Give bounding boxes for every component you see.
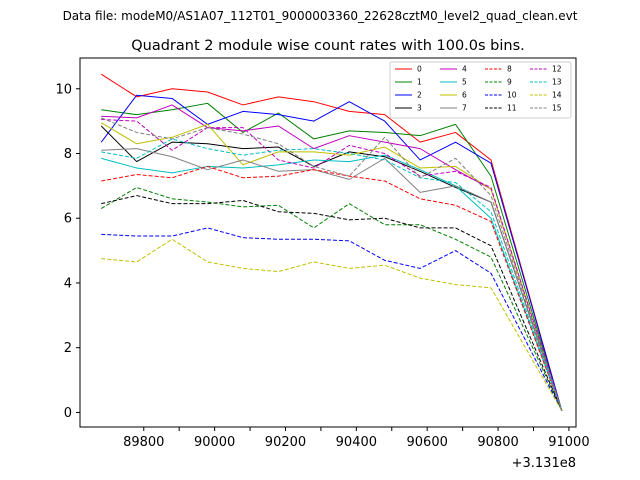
series-line-1	[101, 102, 563, 411]
y-tick-label: 10	[55, 82, 72, 97]
series-line-3	[100, 125, 563, 411]
plot-frame	[79, 57, 577, 428]
legend-label-15: 15	[552, 104, 562, 113]
series-line-6	[101, 122, 563, 411]
y-tick-label: 2	[64, 341, 72, 356]
series-line-13	[101, 138, 563, 411]
x-tick-label: 90600	[407, 435, 448, 450]
x-tick-label: 91000	[548, 435, 589, 450]
chart-title: Quadrant 2 module wise count rates with …	[131, 38, 525, 54]
series-line-0	[100, 73, 563, 411]
legend-label-12: 12	[552, 65, 562, 74]
legend-label-4: 4	[462, 65, 467, 74]
legend-label-2: 2	[417, 91, 422, 100]
legend-label-10: 10	[507, 91, 517, 100]
legend-label-1: 1	[417, 78, 422, 87]
legend-label-6: 6	[462, 91, 467, 100]
legend-label-8: 8	[507, 65, 512, 74]
plot-area: 89800 90000 90200 90400 90600 90800 91000 0 2 4 6 8…	[55, 57, 590, 450]
x-tick-label: 90200	[265, 435, 306, 450]
x-tick-label: 90400	[336, 435, 377, 450]
legend-label-3: 3	[417, 104, 422, 113]
series-line-2	[100, 94, 563, 411]
x-axis-offset-label: +3.131e8	[512, 456, 576, 471]
series-line-9	[101, 186, 563, 412]
y-tick-label: 8	[64, 147, 72, 162]
series-line-11	[101, 195, 563, 412]
series-line-12	[101, 119, 563, 411]
y-tick-label: 0	[64, 406, 72, 421]
legend-label-0: 0	[417, 65, 422, 74]
figure-suptitle: Data file: modeM0/AS1A07_112T01_90000033…	[63, 9, 578, 23]
y-tick-label: 4	[64, 276, 72, 291]
legend-label-7: 7	[462, 104, 467, 113]
legend-label-5: 5	[462, 78, 467, 87]
series-line-8	[101, 165, 563, 411]
x-tick-label: 89800	[123, 435, 164, 450]
series-line-10	[101, 227, 563, 412]
legend-box	[389, 61, 572, 119]
series-line-14	[101, 238, 563, 412]
x-tick-label: 90000	[194, 435, 235, 450]
series-line-4	[101, 104, 563, 411]
legend-label-14: 14	[552, 91, 562, 100]
legend-label-13: 13	[552, 78, 562, 87]
legend-label-9: 9	[507, 78, 512, 87]
legend-label-11: 11	[507, 104, 517, 113]
y-tick-label: 6	[64, 212, 72, 227]
series-line-15	[101, 117, 563, 411]
x-tick-label: 90800	[477, 435, 518, 450]
